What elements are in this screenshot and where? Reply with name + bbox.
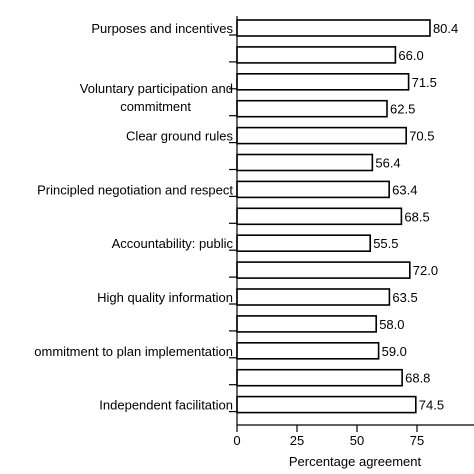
value-label: 68.8 [405, 371, 430, 386]
bar [236, 395, 417, 414]
bar [236, 46, 397, 64]
bar [236, 368, 403, 387]
category-label: High quality information [97, 290, 233, 305]
value-label: 80.4 [433, 21, 458, 36]
category-label: Independent facilitation [99, 398, 233, 413]
bar [236, 19, 431, 37]
value-label: 70.5 [409, 129, 434, 144]
bar [236, 341, 380, 360]
bar [236, 315, 377, 333]
y-axis-ticks-group [229, 34, 237, 413]
value-label: 74.5 [419, 398, 444, 413]
value-label: 63.4 [392, 182, 417, 197]
x-tick-label: 50 [350, 433, 364, 448]
category-label: Principled negotiation and respect [37, 182, 233, 197]
bar [236, 234, 371, 252]
bar [236, 73, 410, 91]
x-tick-label: 25 [290, 433, 304, 448]
category-label: Accountability: public [112, 236, 234, 251]
value-label: 72.0 [413, 263, 438, 278]
value-label: 62.5 [390, 102, 415, 117]
bar [236, 288, 391, 306]
category-label: Voluntary participation and commitment [80, 81, 233, 114]
x-axis-ticks-group: 0 25 50 75 [233, 425, 424, 448]
bar [236, 153, 374, 172]
x-tick-label: 75 [410, 433, 424, 448]
value-label: 58.0 [379, 317, 404, 332]
bar [236, 99, 388, 118]
x-axis-title: Percentage agreement [289, 454, 422, 469]
bar [236, 261, 411, 279]
bar [236, 207, 403, 226]
category-label: Purposes and incentives [91, 21, 233, 36]
value-label: 56.4 [375, 156, 400, 171]
value-label: 55.5 [373, 236, 398, 251]
bar [236, 180, 390, 199]
value-label: 66.0 [398, 48, 423, 63]
bar [236, 126, 407, 145]
value-label: 59.0 [382, 344, 407, 359]
category-label: Clear ground rules [126, 129, 233, 144]
value-labels-group: 80.4 66.0 71.5 62.5 70.5 56.4 63.4 68.5 55.5 72.0… [373, 21, 458, 413]
value-label: 68.5 [404, 209, 429, 224]
category-label: ommitment to plan implementation [34, 344, 233, 359]
category-labels-group: Purposes and incentives Voluntary partici… [34, 21, 233, 413]
value-label: 71.5 [412, 75, 437, 90]
x-tick-label: 0 [233, 433, 240, 448]
value-label: 63.5 [392, 290, 417, 305]
